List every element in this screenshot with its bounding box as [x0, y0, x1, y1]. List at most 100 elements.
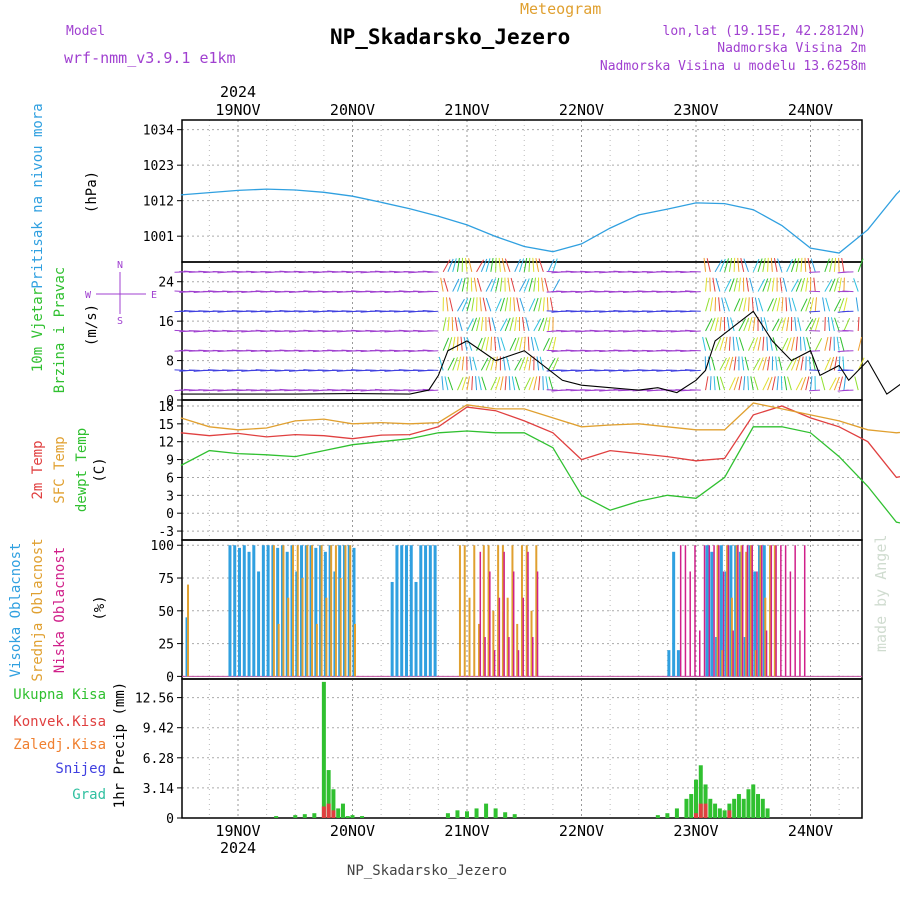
- wind-barb: [743, 258, 749, 273]
- wind-barb: [795, 258, 800, 272]
- precip-total-bar: [512, 814, 517, 818]
- wind-barb: [843, 297, 848, 312]
- wind-barb: [757, 258, 763, 273]
- cloud-ylabel: Visoka Oblacnost Srednja Oblacnost Niska…: [8, 538, 108, 681]
- wind-barb: [547, 258, 555, 273]
- wind-barb: [776, 317, 783, 332]
- wind-barb: [198, 389, 210, 391]
- precip-total-bar: [708, 798, 713, 818]
- cloud-bar: [334, 545, 337, 677]
- wind-barb: [490, 336, 493, 351]
- ytick-label: 12: [158, 436, 174, 451]
- wind-barb: [533, 297, 539, 312]
- bottom-day-label: 21NOV: [444, 822, 489, 840]
- wind-barb: [341, 310, 353, 312]
- ytick-label: 75: [158, 572, 174, 587]
- watermark: made by Angel: [872, 535, 890, 652]
- cloud-bar: [344, 545, 347, 677]
- wind-barb: [538, 297, 542, 312]
- wind-barb: [743, 376, 746, 391]
- precip-total-bar: [741, 798, 746, 818]
- precip-total-bar: [765, 808, 770, 818]
- wind-barb: [490, 278, 497, 292]
- cloud-bar: [721, 650, 724, 677]
- cloud-bar: [501, 545, 504, 677]
- wind-barb: [709, 376, 712, 391]
- wind-barb: [533, 318, 542, 332]
- wind-barb: [452, 258, 457, 272]
- cloud-bar: [463, 545, 466, 677]
- wind-barb: [719, 357, 727, 371]
- wind-barb: [198, 349, 210, 352]
- pressure-ylabel-name: Pritisak na nivou mora: [30, 103, 46, 288]
- wind-barb: [485, 258, 491, 272]
- wind-barb: [675, 349, 687, 352]
- wind-barb: [830, 317, 835, 332]
- wind-barb: [473, 277, 478, 292]
- wind-barb: [809, 389, 821, 392]
- wind-barb: [726, 317, 730, 332]
- wind-speed-line: [180, 310, 900, 395]
- wind-barb: [752, 258, 760, 273]
- wind-barb: [857, 357, 865, 371]
- wind-barb: [427, 310, 439, 313]
- precip-total-bar: [684, 798, 689, 818]
- wind-barb: [491, 317, 497, 332]
- wind-barb: [705, 337, 711, 351]
- wind-barb: [842, 329, 854, 332]
- temp-ylabel-dewpt: dewpt Temp: [74, 428, 90, 512]
- wind-barb: [445, 297, 449, 312]
- wind-barb: [790, 336, 795, 351]
- wind-barb: [833, 277, 839, 292]
- wind-barb: [556, 329, 568, 332]
- cloud-bar: [746, 545, 749, 677]
- cloud-bar: [473, 545, 476, 677]
- wind-barb: [715, 277, 721, 292]
- cloud-bar: [703, 545, 706, 677]
- wind-barb: [476, 259, 484, 273]
- wind-barb: [805, 277, 809, 292]
- wind-barb: [841, 257, 845, 272]
- wind-barb: [523, 257, 528, 272]
- wind-barb: [781, 337, 789, 351]
- top-day-labels: 19NOV 20NOV 21NOV 22NOV 23NOV 24NOV: [215, 101, 833, 119]
- wind-barb: [842, 356, 845, 371]
- temp-ylabel-sfc: SFC Temp: [52, 436, 68, 503]
- cloud-ylabel-high: Visoka Oblacnost: [8, 543, 24, 678]
- wind-barb: [580, 310, 592, 312]
- wind-barb: [495, 376, 501, 391]
- cloud-bar: [803, 545, 806, 677]
- top-day-label: 22NOV: [559, 101, 604, 119]
- wind-barb: [809, 271, 821, 273]
- wind-barb: [536, 356, 540, 371]
- wind-ylabel-line2: Brzina i Pravac: [52, 267, 68, 393]
- cloud-bar: [530, 610, 533, 677]
- wind-barb: [795, 356, 801, 371]
- wind-barb: [528, 376, 535, 391]
- model-elevation-label: Nadmorska Visina u modelu 13.6258m: [600, 59, 866, 74]
- wind-barb: [507, 277, 511, 292]
- panel-frame: [181, 119, 863, 263]
- ytick-label: 6.28: [143, 752, 174, 767]
- wind-barb: [442, 337, 450, 351]
- wind-barb: [528, 277, 533, 292]
- ytick-label: 100: [151, 539, 174, 554]
- temp-ylabel-unit: (C): [92, 457, 108, 482]
- precip-total-bar: [665, 813, 670, 818]
- cloud-bar: [741, 545, 744, 677]
- wind-barb: [533, 277, 536, 292]
- wind-barb: [341, 349, 353, 352]
- wind-barb: [702, 336, 707, 351]
- cloud-bar: [708, 545, 711, 677]
- bottom-day-label: 24NOV: [788, 822, 833, 840]
- precip-total-bar: [302, 814, 307, 818]
- cloud-bar: [727, 545, 730, 677]
- wind-barb: [762, 336, 765, 351]
- wind-barb: [499, 376, 504, 391]
- wind-barb: [427, 271, 439, 273]
- wind-barb: [750, 376, 754, 391]
- panel-frame: [181, 399, 863, 541]
- cloud-bar: [503, 551, 505, 677]
- wind-barb: [471, 376, 474, 391]
- wind-barb: [724, 278, 732, 292]
